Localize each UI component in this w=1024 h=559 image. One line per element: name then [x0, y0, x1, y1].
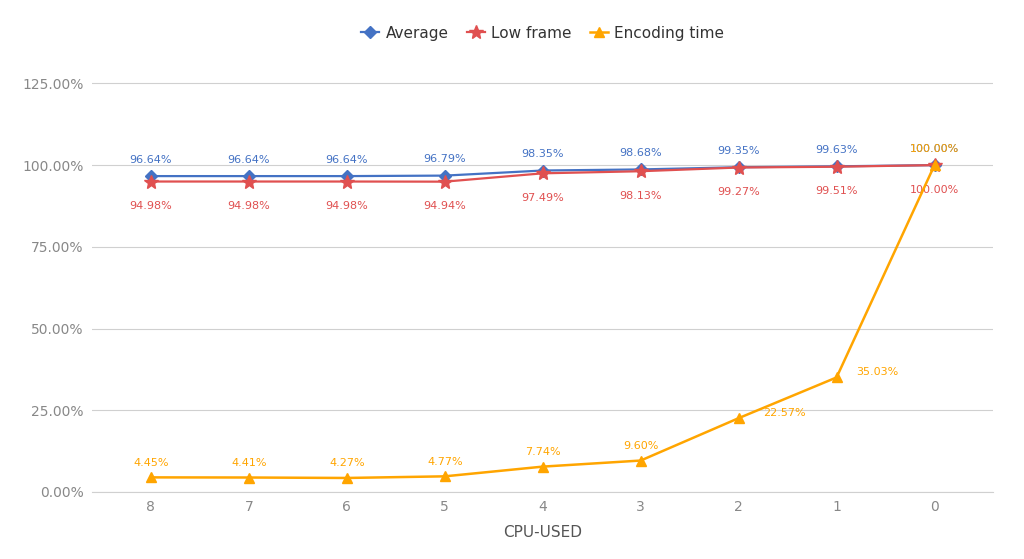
Text: 94.98%: 94.98%: [130, 201, 172, 211]
Text: 22.57%: 22.57%: [764, 408, 806, 418]
Text: 98.35%: 98.35%: [521, 149, 564, 159]
Text: 100.00%: 100.00%: [910, 184, 959, 195]
Text: 97.49%: 97.49%: [521, 193, 564, 203]
Text: 7.74%: 7.74%: [525, 447, 560, 457]
X-axis label: CPU-USED: CPU-USED: [503, 525, 583, 541]
Text: 94.98%: 94.98%: [326, 201, 369, 211]
Text: 35.03%: 35.03%: [856, 367, 898, 377]
Text: 4.77%: 4.77%: [427, 457, 463, 467]
Text: 96.64%: 96.64%: [130, 155, 172, 165]
Text: 99.63%: 99.63%: [815, 145, 858, 155]
Text: 9.60%: 9.60%: [623, 441, 658, 451]
Text: 99.35%: 99.35%: [718, 146, 760, 156]
Text: 4.27%: 4.27%: [329, 458, 365, 468]
Text: 94.94%: 94.94%: [423, 201, 466, 211]
Text: 98.13%: 98.13%: [620, 191, 662, 201]
Text: 94.98%: 94.98%: [227, 201, 270, 211]
Text: 99.27%: 99.27%: [717, 187, 760, 197]
Text: 100.00%: 100.00%: [910, 144, 959, 154]
Text: 100.00%: 100.00%: [910, 144, 959, 154]
Legend: Average, Low frame, Encoding time: Average, Low frame, Encoding time: [355, 20, 730, 47]
Text: 96.79%: 96.79%: [424, 154, 466, 164]
Text: 4.45%: 4.45%: [133, 458, 169, 468]
Text: 4.41%: 4.41%: [231, 458, 266, 468]
Text: 98.68%: 98.68%: [620, 148, 662, 158]
Text: 96.64%: 96.64%: [326, 155, 368, 165]
Text: 96.64%: 96.64%: [227, 155, 270, 165]
Text: 99.51%: 99.51%: [815, 186, 858, 196]
